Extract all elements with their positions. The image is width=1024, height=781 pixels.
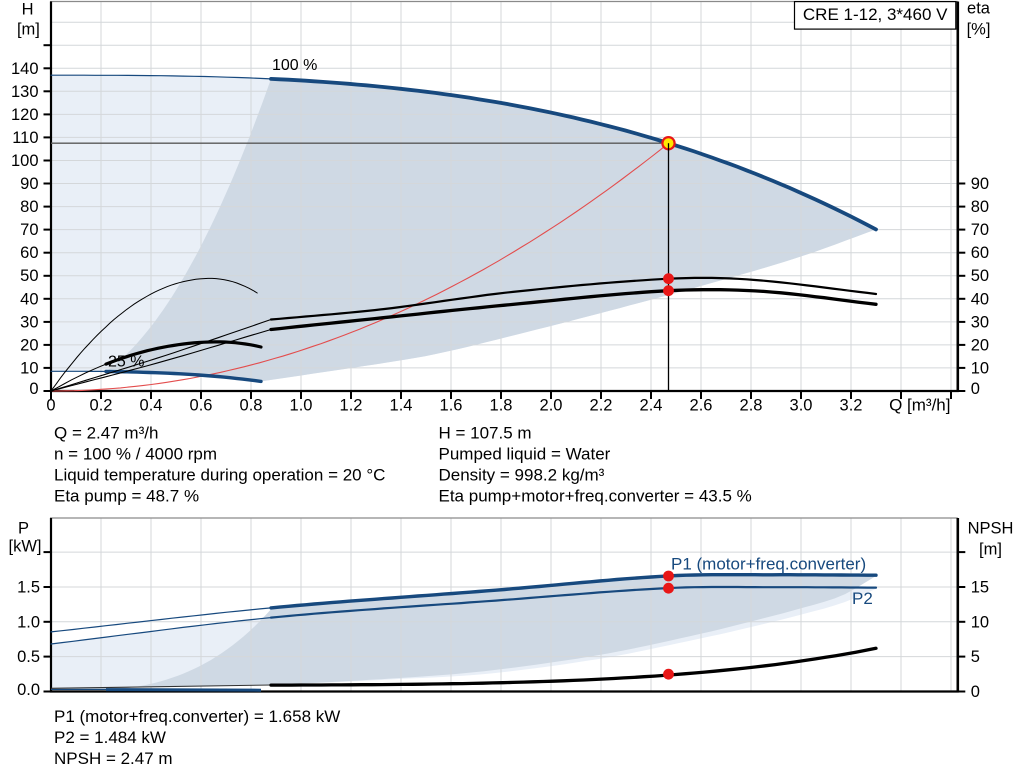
svg-text:0.5: 0.5 (17, 648, 40, 666)
svg-text:0.6: 0.6 (190, 397, 213, 415)
svg-text:0: 0 (29, 380, 38, 398)
svg-text:H: H (22, 1, 34, 19)
svg-text:140: 140 (11, 60, 39, 78)
svg-text:50: 50 (20, 267, 38, 285)
svg-text:3.2: 3.2 (840, 397, 863, 415)
svg-text:50: 50 (971, 267, 989, 285)
svg-text:20: 20 (20, 336, 38, 354)
svg-text:eta: eta (967, 0, 991, 18)
svg-text:NPSH: NPSH (968, 520, 1014, 538)
svg-text:30: 30 (20, 313, 38, 331)
svg-text:5: 5 (971, 648, 980, 666)
svg-text:1.6: 1.6 (440, 397, 463, 415)
svg-text:Pumped liquid = Water: Pumped liquid = Water (439, 445, 611, 464)
svg-text:80: 80 (20, 198, 38, 216)
svg-text:Eta pump+motor+freq.converter: Eta pump+motor+freq.converter = 43.5 % (439, 487, 752, 506)
svg-text:100 %: 100 % (272, 57, 317, 74)
svg-text:2.0: 2.0 (540, 397, 563, 415)
svg-text:P1 (motor+freq.converter): P1 (motor+freq.converter) (671, 555, 866, 574)
svg-text:0: 0 (46, 397, 55, 415)
svg-text:100: 100 (11, 152, 39, 170)
svg-text:P2 = 1.484 kW: P2 = 1.484 kW (54, 728, 166, 747)
svg-text:2.6: 2.6 (690, 397, 713, 415)
svg-text:90: 90 (20, 175, 38, 193)
svg-text:90: 90 (971, 175, 989, 193)
svg-text:P: P (18, 520, 29, 538)
svg-text:Q [m³/h]: Q [m³/h] (889, 396, 950, 415)
svg-text:1.2: 1.2 (340, 397, 363, 415)
svg-text:60: 60 (20, 244, 38, 262)
svg-text:1.0: 1.0 (290, 397, 313, 415)
svg-text:0.0: 0.0 (17, 681, 40, 699)
svg-text:Q = 2.47 m³/h: Q = 2.47 m³/h (54, 424, 158, 443)
svg-text:1.8: 1.8 (490, 397, 513, 415)
svg-text:[m]: [m] (979, 541, 1002, 559)
svg-text:1.5: 1.5 (17, 579, 40, 597)
svg-text:0.8: 0.8 (240, 397, 263, 415)
svg-text:Eta pump = 48.7 %: Eta pump = 48.7 % (54, 487, 199, 506)
svg-text:[m]: [m] (17, 21, 40, 39)
svg-text:0: 0 (971, 683, 980, 701)
svg-text:3.0: 3.0 (790, 397, 813, 415)
svg-text:10: 10 (20, 359, 38, 377)
svg-text:20: 20 (971, 336, 989, 354)
svg-text:[%]: [%] (967, 21, 991, 39)
svg-text:120: 120 (11, 106, 39, 124)
svg-text:70: 70 (971, 221, 989, 239)
svg-text:40: 40 (20, 290, 38, 308)
svg-text:[kW]: [kW] (9, 538, 42, 556)
svg-text:110: 110 (12, 129, 38, 147)
svg-text:30: 30 (971, 313, 989, 331)
svg-text:70: 70 (20, 221, 38, 239)
svg-text:2.4: 2.4 (640, 397, 663, 415)
svg-text:Liquid temperature during oper: Liquid temperature during operation = 20… (54, 466, 385, 485)
svg-text:P1 (motor+freq.converter) = 1.: P1 (motor+freq.converter) = 1.658 kW (54, 707, 340, 726)
svg-text:40: 40 (971, 290, 989, 308)
svg-text:10: 10 (971, 613, 989, 631)
svg-text:n = 100 % / 4000 rpm: n = 100 % / 4000 rpm (54, 445, 217, 464)
svg-text:Density = 998.2 kg/m³: Density = 998.2 kg/m³ (439, 466, 605, 485)
svg-text:NPSH = 2.47 m: NPSH = 2.47 m (54, 749, 173, 768)
svg-text:2.2: 2.2 (590, 397, 613, 415)
svg-text:80: 80 (971, 198, 989, 216)
svg-text:25 %: 25 % (108, 354, 144, 371)
svg-text:0: 0 (971, 380, 980, 398)
svg-text:15: 15 (971, 579, 989, 597)
svg-text:CRE 1-12, 3*460 V: CRE 1-12, 3*460 V (803, 5, 948, 24)
svg-text:60: 60 (971, 244, 989, 262)
svg-text:1.0: 1.0 (17, 613, 40, 631)
svg-text:10: 10 (971, 359, 989, 377)
svg-text:0.2: 0.2 (90, 397, 113, 415)
svg-text:2.8: 2.8 (740, 397, 763, 415)
svg-text:H = 107.5 m: H = 107.5 m (439, 424, 532, 443)
svg-text:130: 130 (11, 83, 39, 101)
svg-text:0.4: 0.4 (140, 397, 163, 415)
svg-text:P2: P2 (852, 589, 873, 608)
svg-text:1.4: 1.4 (390, 397, 413, 415)
